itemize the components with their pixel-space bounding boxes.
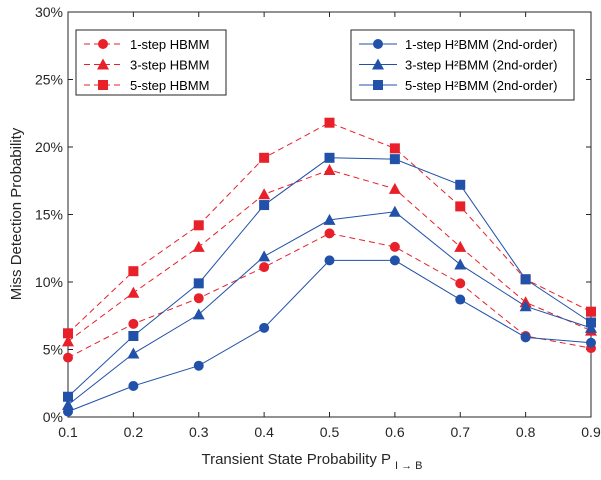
legend-marker	[373, 80, 383, 90]
data-point	[520, 274, 531, 285]
data-point	[192, 240, 205, 252]
data-point	[455, 179, 466, 190]
data-point	[193, 360, 204, 371]
legend-label: 5-step HBMM	[130, 78, 209, 93]
data-point	[324, 152, 335, 163]
data-point	[63, 391, 73, 402]
series-line	[67, 122, 592, 334]
legend-marker	[98, 80, 108, 90]
data-point	[323, 163, 336, 175]
data-point	[128, 318, 139, 329]
series-2	[62, 163, 597, 347]
data-point	[259, 322, 270, 333]
data-point	[455, 294, 466, 305]
data-point	[258, 250, 271, 262]
data-point	[586, 306, 596, 317]
x-tick-label: 0.9	[581, 424, 601, 440]
legend-label: 1-step HBMM	[130, 37, 209, 52]
y-tick-label: 20%	[35, 139, 63, 155]
data-point	[324, 228, 335, 239]
y-tick-label: 15%	[35, 207, 63, 223]
series-layer	[62, 117, 597, 417]
data-point	[519, 300, 532, 312]
legend-label: 3-step HBMM	[130, 58, 209, 73]
data-point	[128, 266, 139, 277]
data-point	[323, 213, 336, 225]
data-point	[62, 398, 74, 410]
y-tick-label: 30%	[35, 4, 63, 20]
x-tick-label: 0.7	[451, 424, 471, 440]
data-point	[193, 220, 204, 231]
x-axis-label-subscript: I → B	[395, 460, 423, 472]
data-point	[388, 182, 401, 194]
y-tick-label: 0%	[43, 409, 63, 425]
legend-hbmm: 1-step HBMM 3-step HBMM 5-step HBMM	[75, 29, 227, 96]
data-point	[455, 201, 466, 212]
legend-marker	[98, 39, 108, 49]
series-6	[63, 152, 596, 402]
data-point	[454, 240, 467, 252]
y-tick-label: 10%	[35, 274, 63, 290]
x-tick-label: 0.5	[320, 424, 340, 440]
data-point	[62, 335, 74, 347]
data-point	[389, 241, 400, 252]
y-axis-label: Miss Detection Probability	[8, 127, 25, 300]
data-point	[63, 352, 73, 363]
data-point	[128, 380, 139, 391]
data-point	[127, 286, 140, 298]
legend-marker	[373, 39, 383, 49]
y-tick-label: 25%	[35, 72, 63, 88]
data-point	[259, 262, 270, 273]
x-tick-label: 0.8	[516, 424, 536, 440]
data-point	[586, 317, 596, 328]
data-point	[454, 258, 467, 270]
x-tick-label: 0.6	[385, 424, 405, 440]
data-point	[389, 143, 400, 154]
data-point	[63, 328, 73, 339]
legend-marker	[372, 58, 384, 70]
series-4	[63, 255, 596, 417]
legend-marker	[97, 58, 109, 70]
data-point	[586, 337, 596, 348]
data-point	[127, 347, 140, 359]
data-point	[389, 154, 400, 165]
series-5	[62, 205, 597, 410]
axis-ticks: 0.1 0.2 0.3 0.4 0.5 0.6 0.7 0.8 0.9 0% 5% 10% 15% 20%…	[35, 4, 601, 440]
data-point	[259, 200, 270, 211]
data-point	[258, 188, 271, 200]
legend-label: 3-step H²BMM (2nd-order)	[405, 58, 557, 73]
x-tick-label: 0.2	[124, 424, 144, 440]
data-point	[259, 152, 270, 163]
x-tick-label: 0.1	[58, 424, 78, 440]
data-point	[193, 293, 204, 304]
legend-h2bmm: 1-step H²BMM (2nd-order) 3-step H²BMM (2n…	[350, 29, 575, 101]
data-point	[128, 331, 139, 341]
data-point	[389, 255, 400, 266]
data-point	[520, 332, 531, 343]
data-point	[324, 117, 335, 128]
legend-label: 5-step H²BMM (2nd-order)	[405, 78, 557, 93]
data-point	[192, 308, 205, 320]
legend-label: 1-step H²BMM (2nd-order)	[405, 37, 557, 52]
data-point	[324, 255, 335, 266]
x-tick-label: 0.4	[254, 424, 274, 440]
data-point	[455, 278, 466, 289]
data-point	[388, 205, 401, 217]
data-point	[193, 278, 204, 289]
x-tick-label: 0.3	[189, 424, 209, 440]
y-tick-label: 5%	[43, 342, 63, 358]
